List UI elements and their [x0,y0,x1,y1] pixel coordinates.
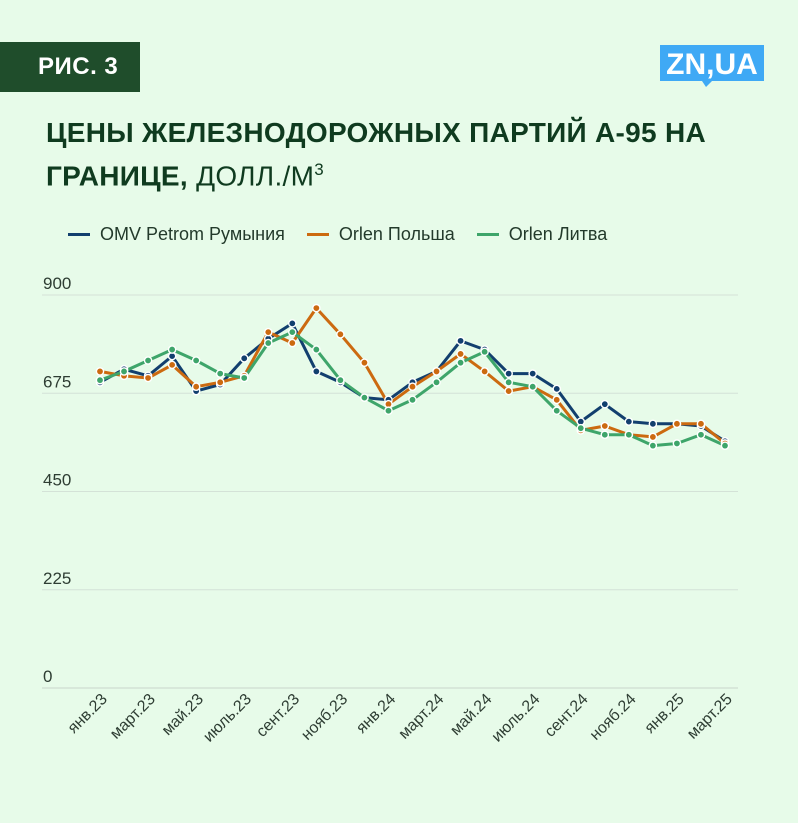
series-0-point-8 [288,319,297,328]
series-2-point-22 [624,430,634,440]
x-tick-label-9: июль.24 [489,691,544,746]
series-1-point-7 [263,327,273,337]
series-2-point-3 [167,345,177,354]
legend-swatch-omv [68,232,90,236]
y-tick-label-0: 0 [43,667,52,686]
series-2-point-12 [384,406,393,416]
series-0-point-18 [528,369,537,378]
x-tick-label-10: сент.24 [542,691,592,741]
series-1-point-13 [408,382,417,392]
x-tick-label-6: янв.24 [353,691,399,737]
figure-label: РИС. 3 [0,42,140,92]
series-1-point-24 [672,419,682,429]
series-1-point-17 [504,386,513,396]
series-2-point-7 [263,338,273,348]
series-1-point-5 [215,378,225,387]
series-2-point-9 [312,345,321,354]
series-1-point-10 [336,329,345,339]
x-tick-label-13: март.25 [684,691,736,743]
x-tick-label-12: янв.25 [642,691,688,737]
series-0-point-22 [624,417,634,426]
series-0-point-15 [456,336,465,346]
series-1-point-21 [600,421,610,431]
series-1-point-8 [288,338,297,348]
x-tick-label-4: сент.23 [253,691,303,741]
logo-text: ZN,UA [666,48,758,81]
series-2-point-6 [239,373,249,383]
series-0-point-6 [239,354,249,363]
y-tick-label-675: 675 [43,372,71,391]
series-1-point-0 [95,367,105,376]
legend-swatch-orlen-lithuania [476,232,499,236]
series-2-point-0 [95,375,105,385]
series-2-point-11 [360,393,369,402]
series-0-point-21 [600,399,610,409]
series-2-point-1 [119,367,129,376]
series-2-point-20 [576,423,586,433]
series-1-point-25 [696,419,706,429]
series-2-point-15 [456,358,465,367]
x-tick-label-3: июль.23 [200,691,255,746]
series-2-point-23 [648,441,658,450]
y-tick-label-225: 225 [43,569,71,588]
series-0-point-17 [504,369,513,378]
legend-item-orlen-poland: Orlen Польша [306,223,455,245]
chart-title: ЦЕНЫ ЖЕЛЕЗНОДОРОЖНЫХ ПАРТИЙ А-95 НА ГРАН… [46,114,766,194]
series-1-point-14 [432,367,441,376]
series-1-point-19 [552,395,562,405]
x-tick-label-7: март.24 [396,691,448,743]
series-1-point-15 [456,349,465,359]
series-2-point-13 [408,395,417,405]
zn-ua-logo: ZN,UA [660,45,764,87]
series-1-point-9 [312,303,321,313]
series-0-point-23 [648,419,658,429]
series-2-point-10 [336,375,345,385]
series-1-point-3 [167,360,177,370]
x-tick-label-11: нояб.24 [587,691,640,744]
series-2-point-26 [720,441,730,450]
series-2-point-25 [696,430,706,440]
series-2-point-16 [480,347,489,357]
legend-label-orlen-poland: Orlen Польша [338,223,455,244]
y-tick-label-450: 450 [43,471,71,490]
legend-swatch-orlen-poland [306,232,329,236]
x-tick-label-1: март.23 [107,691,159,743]
legend-item-orlen-lithuania: Orlen Литва [476,223,608,245]
x-tick-label-5: нояб.23 [298,691,351,744]
x-tick-label-0: янв.23 [65,691,111,737]
series-2-point-17 [504,378,513,387]
logo-background [660,45,764,87]
series-1-point-11 [360,358,369,367]
x-tick-label-8: май.24 [447,691,495,739]
series-0-point-9 [312,367,321,376]
legend-label-omv: OMV Petrom Румыния [100,223,285,244]
title-unit: ДОЛЛ./М [196,160,315,192]
series-0-point-19 [552,384,562,394]
series-1-point-2 [143,373,153,383]
series-1-point-23 [648,432,658,442]
series-1-point-16 [480,367,489,376]
title-unit-superscript: 3 [314,160,324,179]
series-2-point-8 [288,327,297,337]
legend-label-orlen-lithuania: Orlen Литва [508,223,608,244]
series-1-point-4 [191,382,201,392]
y-tick-label-900: 900 [43,274,71,293]
title-main: ЦЕНЫ ЖЕЛЕЗНОДОРОЖНЫХ ПАРТИЙ А-95 НА ГРАН… [46,117,707,192]
series-2-point-21 [600,430,610,440]
series-2-point-14 [432,378,441,387]
legend: OMV Petrom Румыния Orlen Польша Orlen Ли… [68,222,607,246]
series-2-point-5 [215,369,225,378]
legend-item-omv: OMV Petrom Румыния [68,224,285,245]
series-2-point-24 [672,439,682,448]
series-2-point-19 [552,406,562,416]
series-2-point-2 [143,356,153,365]
series-2-point-4 [191,356,201,365]
series-2-point-18 [528,382,537,392]
x-tick-label-2: май.23 [159,691,207,739]
